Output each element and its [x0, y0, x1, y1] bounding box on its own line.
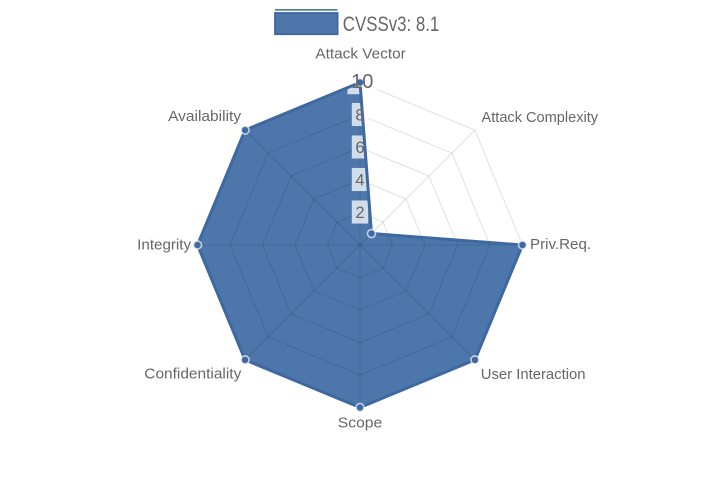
svg-text:Priv.Req.: Priv.Req.	[530, 236, 591, 253]
svg-text:User Interaction: User Interaction	[481, 366, 586, 383]
svg-text:2: 2	[355, 204, 364, 222]
svg-text:Attack Vector: Attack Vector	[315, 45, 405, 62]
svg-text:8: 8	[355, 107, 364, 125]
svg-text:4: 4	[355, 172, 364, 190]
svg-text:Scope: Scope	[338, 415, 382, 432]
svg-text:Attack Complexity: Attack Complexity	[482, 109, 599, 126]
svg-text:Integrity: Integrity	[137, 237, 191, 254]
svg-text:Confidentiality: Confidentiality	[144, 366, 242, 383]
svg-text:6: 6	[355, 139, 364, 157]
svg-text:Availability: Availability	[168, 108, 242, 125]
svg-text:CVSSv3: 8.1: CVSSv3: 8.1	[343, 13, 440, 36]
svg-text:10: 10	[351, 71, 373, 93]
